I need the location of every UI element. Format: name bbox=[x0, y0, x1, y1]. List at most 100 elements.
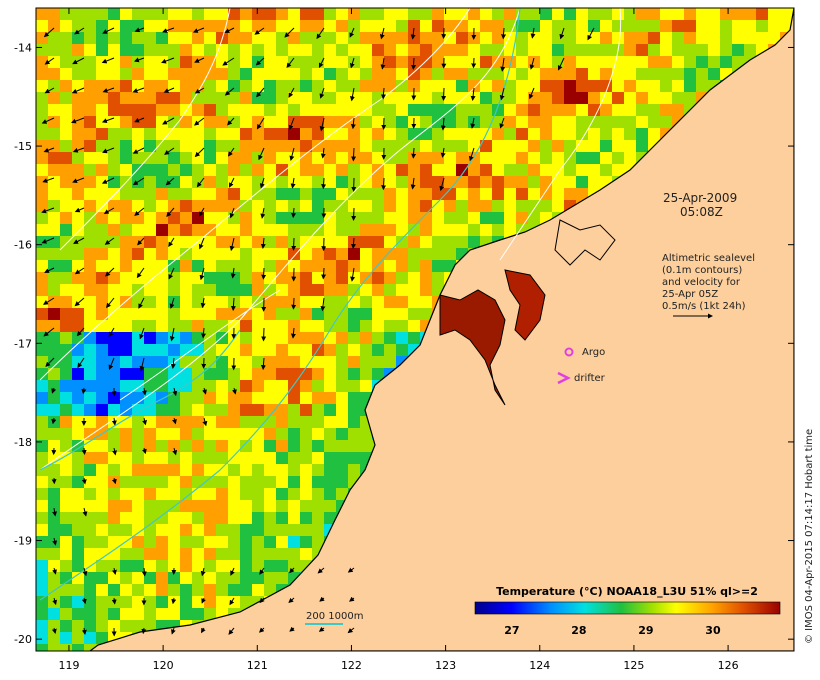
sst-cell bbox=[612, 164, 624, 176]
sst-cell bbox=[192, 224, 204, 236]
sst-cell bbox=[456, 212, 468, 224]
sst-cell bbox=[72, 236, 84, 248]
sst-cell bbox=[132, 560, 144, 572]
sst-cell bbox=[396, 236, 408, 248]
sst-cell bbox=[444, 188, 456, 200]
sst-cell bbox=[288, 104, 300, 116]
sst-cell bbox=[624, 128, 636, 140]
sst-cell bbox=[312, 356, 324, 368]
sst-cell bbox=[276, 488, 288, 500]
sst-cell bbox=[264, 548, 276, 560]
sst-cell bbox=[228, 140, 240, 152]
sst-cell bbox=[252, 536, 264, 548]
sst-cell bbox=[372, 284, 384, 296]
sst-cell bbox=[264, 512, 276, 524]
sst-cell bbox=[72, 56, 84, 68]
sst-cell bbox=[132, 212, 144, 224]
sst-cell bbox=[180, 56, 192, 68]
sst-cell bbox=[252, 116, 264, 128]
sst-cell bbox=[636, 104, 648, 116]
sst-cell bbox=[456, 32, 468, 44]
sst-cell bbox=[360, 224, 372, 236]
sst-cell bbox=[60, 380, 72, 392]
sst-cell bbox=[48, 536, 60, 548]
sst-cell bbox=[144, 152, 156, 164]
sst-cell bbox=[120, 560, 132, 572]
sst-cell bbox=[168, 608, 180, 620]
sst-cell bbox=[252, 560, 264, 572]
sst-cell bbox=[192, 596, 204, 608]
sst-cell bbox=[396, 308, 408, 320]
sst-cell bbox=[108, 548, 120, 560]
sst-cell bbox=[120, 524, 132, 536]
sst-cell bbox=[72, 608, 84, 620]
argo-label: Argo bbox=[582, 347, 605, 358]
sst-cell bbox=[312, 104, 324, 116]
sst-cell bbox=[252, 488, 264, 500]
sst-cell bbox=[300, 188, 312, 200]
sst-cell bbox=[396, 104, 408, 116]
sst-cell bbox=[216, 524, 228, 536]
sst-cell bbox=[204, 104, 216, 116]
sst-cell bbox=[132, 512, 144, 524]
sst-cell bbox=[468, 140, 480, 152]
sst-cell bbox=[588, 116, 600, 128]
sst-cell bbox=[648, 80, 660, 92]
sst-cell bbox=[276, 260, 288, 272]
sst-cell bbox=[612, 104, 624, 116]
sst-cell bbox=[120, 488, 132, 500]
sst-cell bbox=[204, 368, 216, 380]
sst-cell bbox=[240, 164, 252, 176]
sst-cell bbox=[228, 416, 240, 428]
velocity-arrow bbox=[43, 327, 55, 337]
sst-cell bbox=[144, 8, 156, 20]
sst-cell bbox=[180, 320, 192, 332]
sst-cell bbox=[72, 188, 84, 200]
sst-cell bbox=[204, 248, 216, 260]
sst-cell bbox=[108, 476, 120, 488]
sst-cell bbox=[540, 68, 552, 80]
sst-cell bbox=[228, 476, 240, 488]
sst-cell bbox=[132, 368, 144, 380]
sst-cell bbox=[576, 68, 588, 80]
sst-cell bbox=[348, 200, 360, 212]
sst-cell bbox=[60, 164, 72, 176]
sst-cell bbox=[180, 404, 192, 416]
sst-cell bbox=[444, 8, 456, 20]
sst-cell bbox=[432, 248, 444, 260]
sst-cell bbox=[252, 440, 264, 452]
sst-cell bbox=[120, 164, 132, 176]
sst-cell bbox=[504, 128, 516, 140]
sst-cell bbox=[372, 248, 384, 260]
velocity-arrow bbox=[168, 267, 175, 280]
sst-cell bbox=[156, 320, 168, 332]
sst-cell bbox=[312, 176, 324, 188]
sst-cell bbox=[60, 140, 72, 152]
sst-cell bbox=[108, 596, 120, 608]
sst-cell bbox=[60, 596, 72, 608]
sst-cell bbox=[312, 536, 324, 548]
sst-cell bbox=[360, 140, 372, 152]
sst-cell bbox=[588, 164, 600, 176]
velocity-arrow bbox=[227, 117, 235, 126]
sst-cell bbox=[72, 428, 84, 440]
x-tick-label: 125 bbox=[623, 659, 644, 672]
sst-cell bbox=[360, 92, 372, 104]
velocity-arrow bbox=[194, 147, 205, 158]
sst-cell bbox=[420, 212, 432, 224]
sst-cell bbox=[156, 428, 168, 440]
sst-cell bbox=[276, 392, 288, 404]
sst-cell bbox=[288, 260, 300, 272]
sst-cell bbox=[180, 260, 192, 272]
sst-cell bbox=[576, 92, 588, 104]
velocity-arrow bbox=[43, 147, 55, 153]
sst-cell bbox=[492, 56, 504, 68]
sst-cell bbox=[96, 200, 108, 212]
sst-cell bbox=[144, 272, 156, 284]
sst-cell bbox=[360, 236, 372, 248]
sst-cell bbox=[180, 176, 192, 188]
sst-cell bbox=[288, 176, 300, 188]
sst-cell bbox=[60, 200, 72, 212]
sst-cell bbox=[372, 20, 384, 32]
sst-cell bbox=[204, 428, 216, 440]
